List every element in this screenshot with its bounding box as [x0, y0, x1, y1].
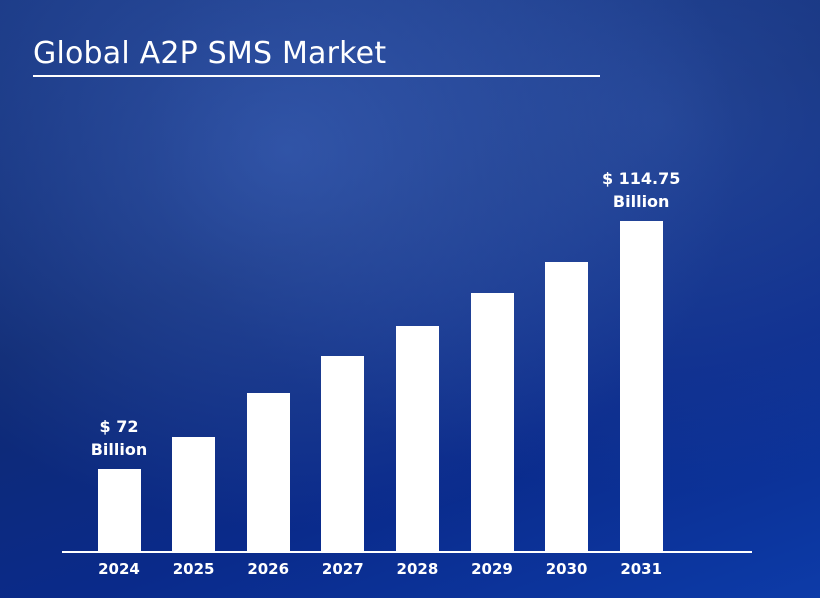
x-tick-label: 2024	[98, 560, 140, 578]
x-tick-label: 2028	[396, 560, 439, 578]
bar	[470, 292, 514, 552]
chart-title: Global A2P SMS Market	[33, 36, 387, 71]
x-tick-label: 2027	[321, 560, 364, 578]
value-label: $ 114.75 Billion	[601, 169, 681, 211]
title-underline	[33, 75, 600, 77]
x-tick-label: 2031	[620, 560, 663, 578]
x-tick-label: 2026	[247, 560, 290, 578]
bar	[246, 393, 290, 552]
bar	[395, 325, 439, 552]
bar	[321, 355, 365, 552]
bar	[545, 261, 589, 552]
bar	[97, 469, 141, 552]
x-tick-label: 2029	[471, 560, 513, 578]
bar	[619, 221, 663, 552]
x-tick-label: 2030	[545, 560, 588, 578]
x-tick-label: 2025	[172, 560, 215, 578]
bar	[172, 437, 216, 552]
value-label: $ 72 Billion	[90, 417, 148, 459]
